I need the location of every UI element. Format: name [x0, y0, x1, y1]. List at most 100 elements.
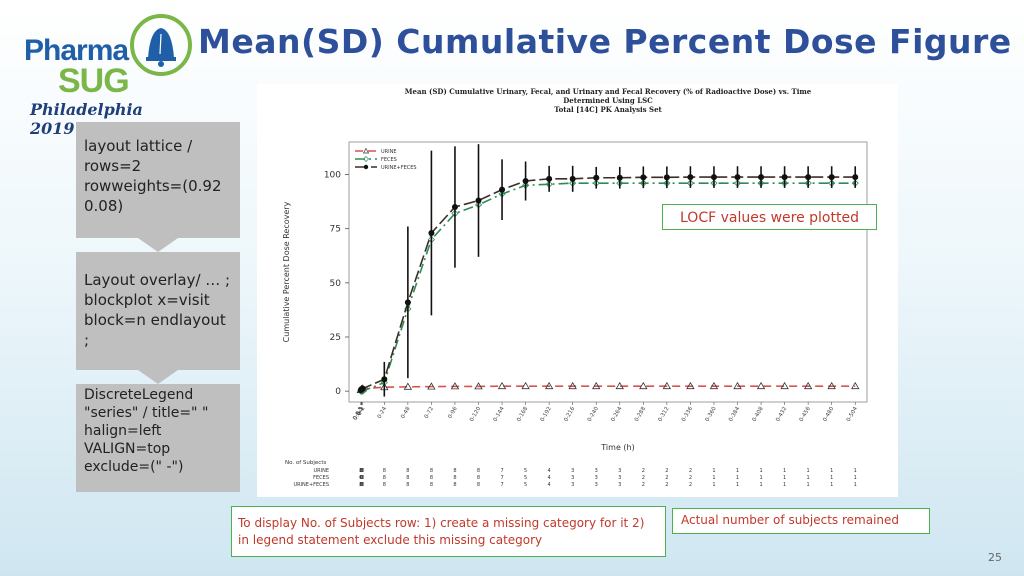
- subjects-count: 8: [383, 475, 386, 481]
- subjects-count: 0: [359, 475, 362, 481]
- subjects-table-header: No. of Subjects: [285, 460, 326, 466]
- x-tick-label: 0-408: [752, 406, 765, 423]
- subjects-count: 1: [783, 475, 786, 481]
- data-point-triangle: [544, 381, 554, 390]
- subjects-count: 8: [383, 468, 386, 474]
- x-tick-label: 0-456: [799, 406, 812, 423]
- subjects-count: 8: [361, 475, 364, 481]
- subjects-count: 1: [759, 475, 762, 481]
- data-point-circle: [593, 174, 600, 181]
- data-point-triangle: [756, 381, 766, 390]
- data-point-circle: [687, 174, 694, 181]
- y-tick-label: 50: [330, 279, 342, 289]
- data-point-circle: [569, 175, 576, 182]
- data-point-circle: [640, 174, 647, 181]
- subjects-count: 4: [548, 475, 551, 481]
- subjects-count: 7: [500, 468, 503, 474]
- chart-title-line: Total [14C] PK Analysis Set: [554, 105, 662, 114]
- data-point-circle: [781, 174, 788, 181]
- y-tick-label: 0: [335, 387, 341, 397]
- subjects-count: 8: [383, 482, 386, 488]
- subjects-count: 3: [618, 482, 621, 488]
- subjects-count: 5: [524, 468, 527, 474]
- plot-frame: [348, 141, 868, 403]
- subjects-count: 2: [689, 475, 692, 481]
- x-tick-label: 0-192: [540, 406, 553, 423]
- x-tick-label: 0-504: [846, 406, 859, 423]
- subjects-row-name: URINE+FECES: [293, 482, 329, 488]
- data-point-triangle: [686, 381, 695, 390]
- subjects-count: 7: [500, 475, 503, 481]
- subjects-count: 1: [830, 482, 833, 488]
- subjects-count: 1: [830, 475, 833, 481]
- data-point-triangle: [780, 381, 789, 390]
- subjects-count: 1: [736, 468, 739, 474]
- data-point-triangle: [733, 381, 742, 390]
- subjects-count: 1: [712, 482, 715, 488]
- subjects-count: 3: [618, 475, 621, 481]
- subjects-row-name: URINE: [313, 468, 329, 474]
- data-point-circle: [475, 197, 482, 204]
- note-discrete-legend: DiscreteLegend "series" / title=" " hali…: [76, 384, 240, 492]
- note-arrow: [138, 238, 178, 252]
- subjects-count: 8: [406, 475, 409, 481]
- data-point-triangle: [568, 381, 577, 390]
- data-point-circle: [710, 174, 717, 181]
- data-point-circle: [734, 174, 741, 181]
- data-point-triangle: [827, 381, 836, 390]
- subjects-count: 8: [430, 475, 433, 481]
- x-tick-label: 0-288: [634, 406, 647, 423]
- subjects-count: 8: [453, 468, 456, 474]
- data-point-triangle: [497, 381, 507, 390]
- x-tick-label: 0-480: [822, 406, 835, 423]
- subjects-count: 8: [359, 482, 362, 488]
- subjects-count: 1: [712, 475, 715, 481]
- subjects-count: 1: [807, 475, 810, 481]
- data-point-triangle: [474, 382, 483, 390]
- legend-label: FECES: [381, 157, 397, 163]
- subjects-count: 2: [689, 482, 692, 488]
- subjects-row-name: FECES: [313, 475, 329, 481]
- subjects-count: 1: [759, 482, 762, 488]
- x-tick-label: 0-120: [469, 406, 482, 423]
- logo-sug-text: SUG: [58, 62, 130, 100]
- subjects-count: 2: [642, 468, 645, 474]
- y-axis-label: Cumulative Percent Dose Recovery: [282, 201, 291, 342]
- legend-marker: [363, 156, 369, 162]
- legend-marker: [363, 164, 369, 170]
- subjects-count: 4: [548, 468, 551, 474]
- note-layout-lattice: layout lattice / rows=2 rowweights=(0.92…: [76, 122, 240, 252]
- data-point-triangle: [592, 381, 601, 390]
- callout-missing-category: To display No. of Subjects row: 1) creat…: [231, 506, 666, 557]
- x-tick-label: 0-72: [424, 406, 435, 420]
- subjects-count: 5: [524, 482, 527, 488]
- subjects-count: 8: [406, 482, 409, 488]
- data-point-circle: [404, 299, 411, 306]
- x-tick-label: 0-384: [728, 406, 741, 423]
- pharmasug-logo: Pharma SUG Philadelphia 2019: [18, 10, 192, 138]
- note-layout-overlay: Layout overlay/ … ; blockplot x=visit bl…: [76, 252, 240, 384]
- subjects-count: 2: [665, 468, 668, 474]
- subjects-count: 1: [854, 468, 857, 474]
- data-point-circle: [805, 174, 812, 181]
- subjects-count: 3: [595, 475, 598, 481]
- data-point-circle: [499, 186, 506, 193]
- subjects-count: 8: [406, 468, 409, 474]
- subjects-count: 8: [477, 482, 480, 488]
- x-tick-label: 0-2: [357, 406, 367, 417]
- data-point-circle: [663, 174, 670, 181]
- note-text: Layout overlay/ … ; blockplot x=visit bl…: [84, 271, 231, 349]
- data-point-circle: [852, 174, 859, 181]
- data-point-circle: [522, 178, 529, 184]
- x-axis-label: Time (h): [600, 443, 634, 452]
- subjects-count: 1: [807, 468, 810, 474]
- subjects-count: 1: [736, 475, 739, 481]
- y-tick-label: 25: [330, 333, 341, 343]
- x-tick-label: 0-240: [587, 406, 600, 423]
- data-point-circle: [546, 175, 553, 182]
- data-point-triangle: [403, 382, 413, 390]
- data-point-triangle: [803, 381, 813, 390]
- data-point-circle: [381, 376, 388, 383]
- subjects-count: 3: [571, 482, 574, 488]
- data-point-triangle: [427, 382, 436, 390]
